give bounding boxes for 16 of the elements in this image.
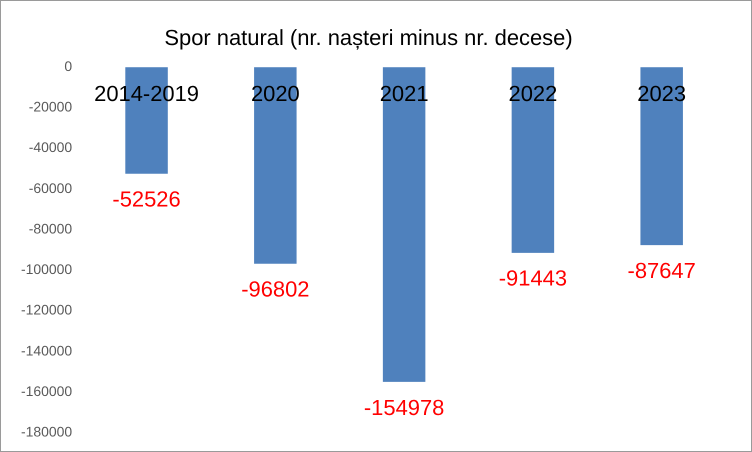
data-label: -96802 [241, 276, 310, 302]
data-label: -91443 [498, 266, 568, 291]
y-tick-label: 0 [64, 58, 72, 74]
y-tick-label: -80000 [28, 220, 72, 236]
data-label: -154978 [364, 394, 444, 420]
data-label: -52526 [112, 186, 181, 212]
y-tick-label: -60000 [28, 180, 72, 196]
y-tick-label: -160000 [20, 382, 72, 399]
chart-title: Spor natural (nr. nașteri minus nr. decese) [164, 25, 573, 50]
data-label: -87647 [628, 258, 696, 284]
y-tick-label: -180000 [20, 424, 72, 440]
y-tick-label: -40000 [28, 139, 72, 156]
y-tick-label: -120000 [20, 302, 72, 318]
y-tick-label: -20000 [28, 98, 72, 115]
y-tick-label: -100000 [20, 261, 72, 278]
y-tick-label: -140000 [20, 342, 72, 358]
